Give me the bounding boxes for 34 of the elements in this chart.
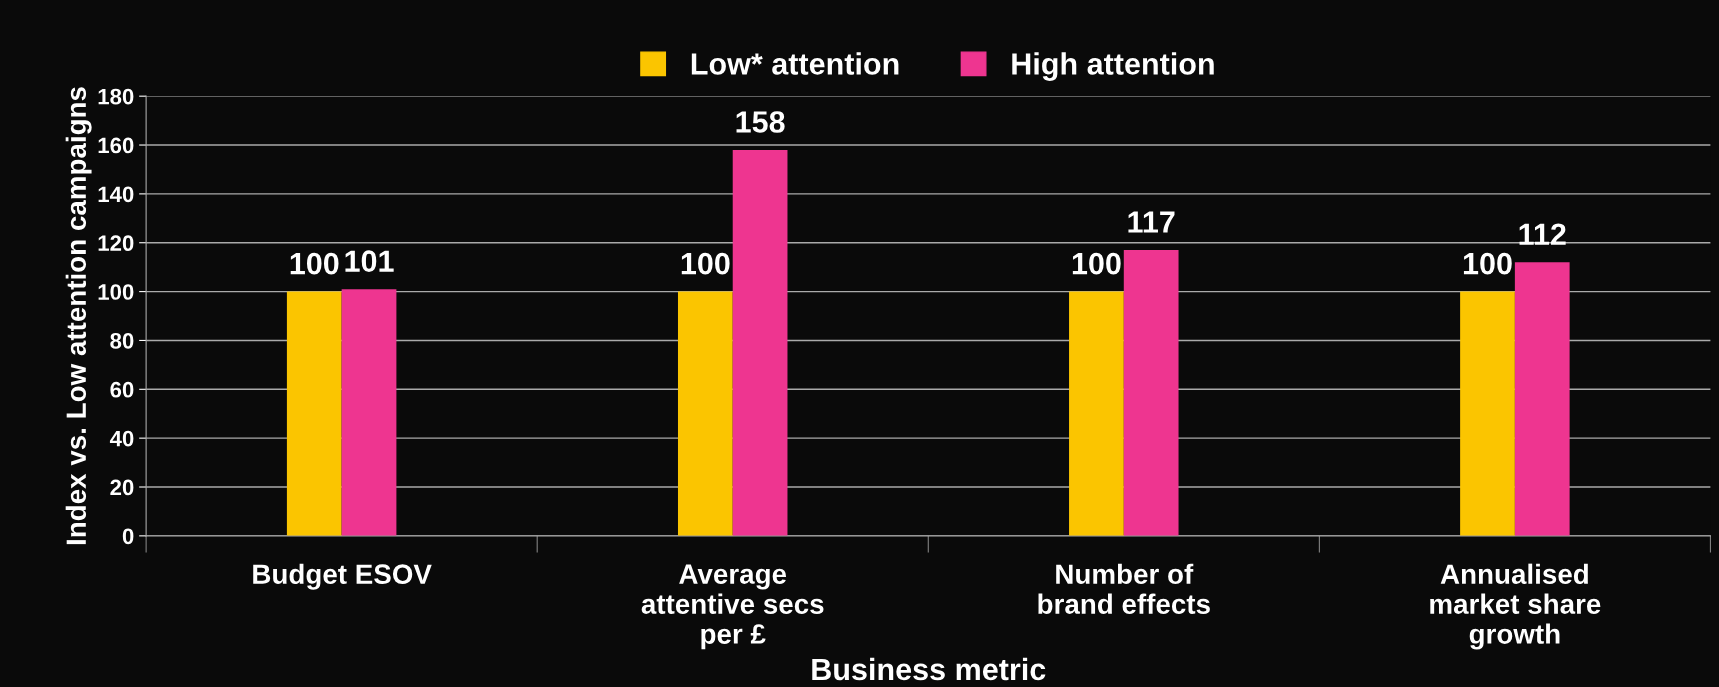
data-label: 112 [1519, 223, 1566, 245]
y-tick-label: 180 [98, 88, 134, 105]
y-tick-label: 80 [110, 332, 134, 349]
y-tick-label: 140 [98, 186, 134, 203]
legend-label: High attention [1012, 52, 1214, 81]
legend-label: Low* attention [691, 52, 899, 75]
data-label: 101 [345, 250, 394, 272]
y-tick-label: 0 [122, 528, 134, 545]
y-tick-label: 40 [109, 430, 134, 447]
bar [1460, 291, 1515, 536]
data-label: 117 [1128, 211, 1175, 233]
bar [1123, 250, 1179, 536]
x-tick-label: Budget ESOV [253, 563, 432, 590]
bar [732, 149, 788, 536]
bar [1514, 262, 1570, 536]
data-label: 100 [1072, 252, 1121, 275]
x-tick-label: Number of brand effects [1038, 563, 1210, 614]
y-axis-title: Index vs. Low attention campaigns [65, 87, 92, 545]
data-label: 158 [736, 111, 785, 133]
y-tick-label: 20 [110, 479, 134, 496]
data-label: 100 [681, 252, 730, 275]
bar [341, 289, 397, 536]
y-tick-label: 160 [98, 137, 134, 154]
bar [677, 291, 733, 536]
y-tick-label: 120 [98, 235, 134, 252]
x-tick-label: Annualised market share growth [1430, 563, 1601, 650]
bar [286, 291, 342, 536]
y-tick-label: 100 [98, 284, 134, 300]
x-tick-label: Average attentive secs per £ [641, 564, 824, 650]
data-label: 100 [1463, 252, 1512, 275]
bar [1069, 291, 1124, 536]
y-tick-label: 60 [110, 381, 134, 398]
data-label: 100 [290, 252, 339, 275]
x-axis-title: Business metric [812, 657, 1046, 681]
